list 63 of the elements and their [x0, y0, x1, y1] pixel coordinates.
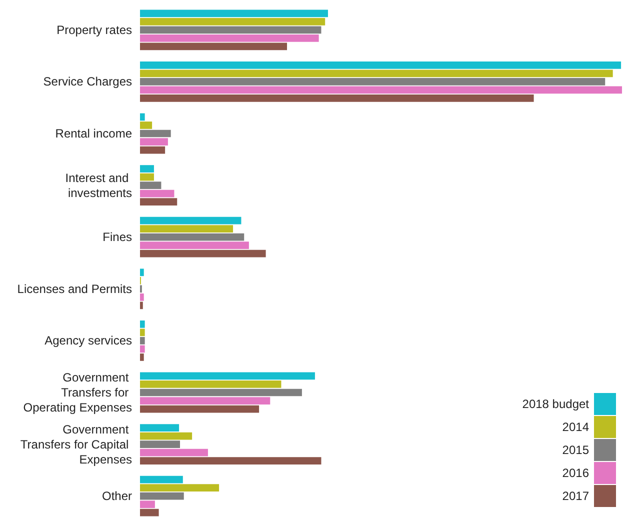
legend-label: 2015 — [562, 443, 590, 457]
bar — [140, 113, 145, 121]
bar — [140, 484, 220, 492]
bar — [140, 165, 154, 172]
bar — [140, 457, 322, 464]
bar — [140, 354, 144, 361]
bar — [140, 62, 622, 69]
bar — [140, 345, 145, 353]
y-tick-label: Agency services — [44, 334, 132, 348]
bar — [140, 138, 168, 146]
bar — [140, 216, 242, 224]
bar — [140, 405, 260, 413]
bar — [140, 328, 145, 336]
bar — [140, 10, 328, 18]
bar — [140, 424, 180, 432]
bar — [140, 26, 322, 34]
legend-label: 2014 — [562, 420, 590, 434]
bar — [140, 397, 270, 404]
bar — [140, 388, 302, 396]
bar — [140, 380, 282, 388]
bar — [140, 86, 622, 94]
bar — [140, 242, 249, 250]
bar — [140, 508, 159, 516]
bar — [140, 146, 166, 154]
bar — [140, 173, 154, 181]
legend-label: 2017 — [562, 489, 590, 503]
y-tick-label: Licenses and Permits — [17, 282, 132, 296]
bar — [140, 190, 174, 198]
bar — [140, 225, 234, 233]
bar — [140, 18, 326, 26]
y-tick-label: Fines — [102, 230, 132, 244]
bar — [140, 233, 244, 241]
bar — [140, 320, 145, 328]
y-tick-label: Service Charges — [43, 74, 132, 89]
bar — [140, 302, 143, 310]
bar — [140, 500, 155, 508]
bar — [140, 372, 315, 380]
bar — [140, 440, 180, 448]
bar — [140, 94, 534, 102]
bar — [140, 70, 613, 78]
legend-label: 2018 budget — [522, 397, 590, 411]
bar — [140, 182, 162, 189]
bar — [140, 42, 288, 50]
y-tick-label: Interest and investments — [65, 170, 132, 200]
bar — [140, 476, 183, 484]
bar — [140, 268, 144, 276]
y-tick-label: Government Transfers for Operating Expenses — [23, 370, 132, 414]
bar — [140, 198, 178, 206]
bar — [140, 432, 192, 440]
y-tick-label: Government Transfers for Capital Expenses — [20, 422, 132, 466]
bar — [140, 122, 152, 129]
legend-label: 2016 — [562, 466, 590, 480]
y-tick-label: Rental income — [55, 126, 132, 140]
bar — [140, 34, 319, 42]
y-tick-label: Property rates — [56, 22, 132, 37]
bar — [140, 448, 208, 456]
bar — [140, 337, 145, 344]
bar — [140, 78, 606, 86]
bar — [140, 293, 144, 301]
bar — [140, 250, 266, 258]
bar — [140, 492, 184, 500]
bar — [140, 130, 171, 138]
y-tick-label: Other — [102, 489, 132, 504]
